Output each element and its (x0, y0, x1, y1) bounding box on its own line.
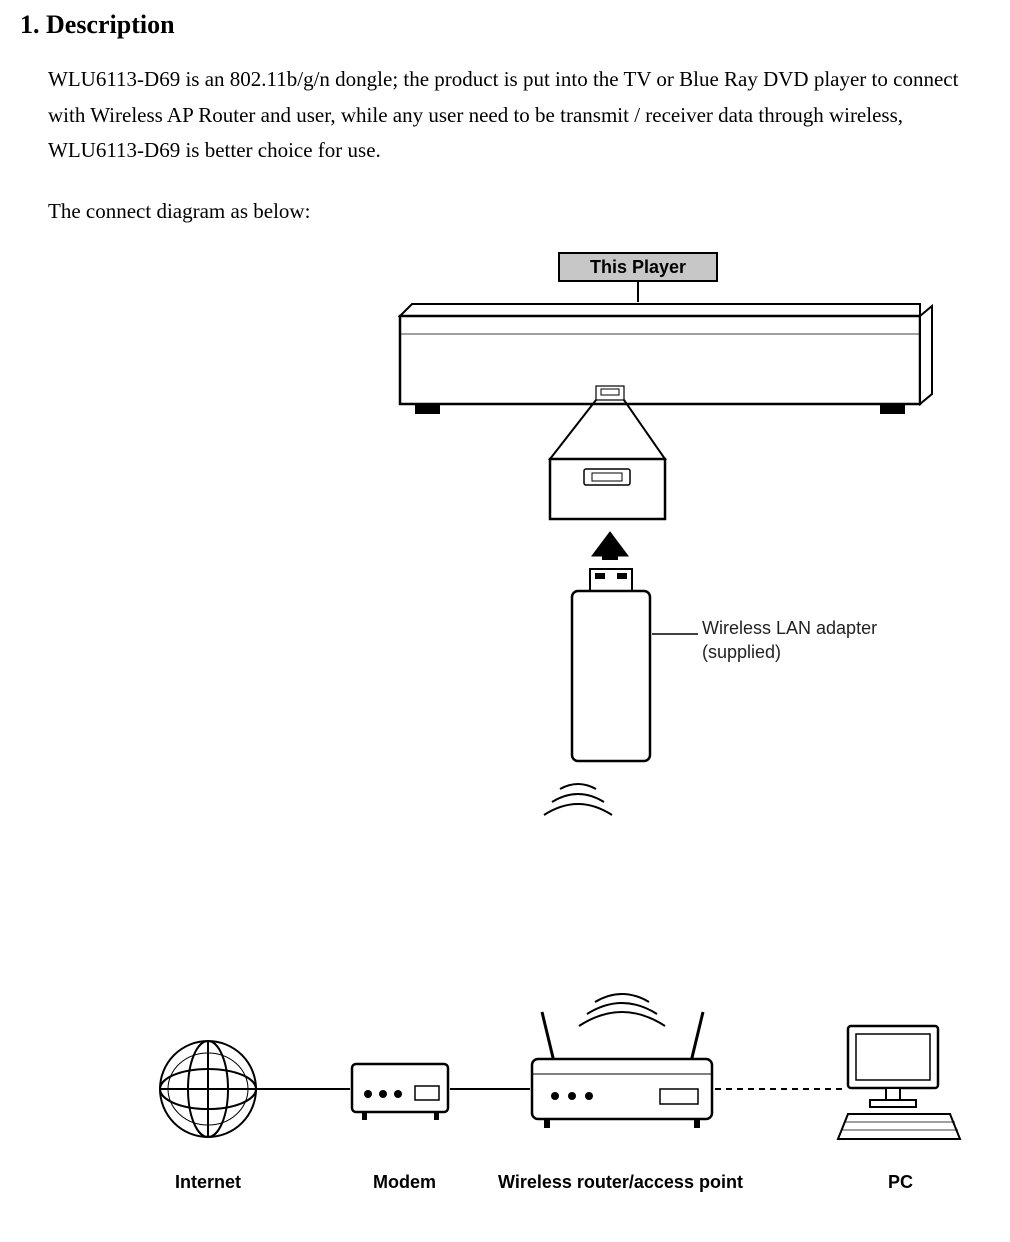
usb-port-magnified-icon (550, 459, 665, 519)
connection-diagram: This Player Wireless LAN adapter (suppli… (20, 234, 970, 1194)
dongle-icon (572, 569, 650, 761)
description-paragraph: WLU6113-D69 is an 802.11b/g/n dongle; th… (48, 62, 970, 169)
wifi-signal-icon (544, 784, 612, 815)
arrow-up-icon (592, 532, 628, 560)
diagram-caption: The connect diagram as below: (48, 199, 970, 224)
pc-icon (838, 1026, 960, 1139)
internet-globe-icon (160, 1041, 256, 1137)
player-icon (400, 304, 932, 414)
section-heading: 1. Description (20, 10, 970, 40)
diagram-svg (20, 234, 1010, 1194)
router-icon (532, 994, 712, 1128)
modem-icon (352, 1064, 448, 1120)
